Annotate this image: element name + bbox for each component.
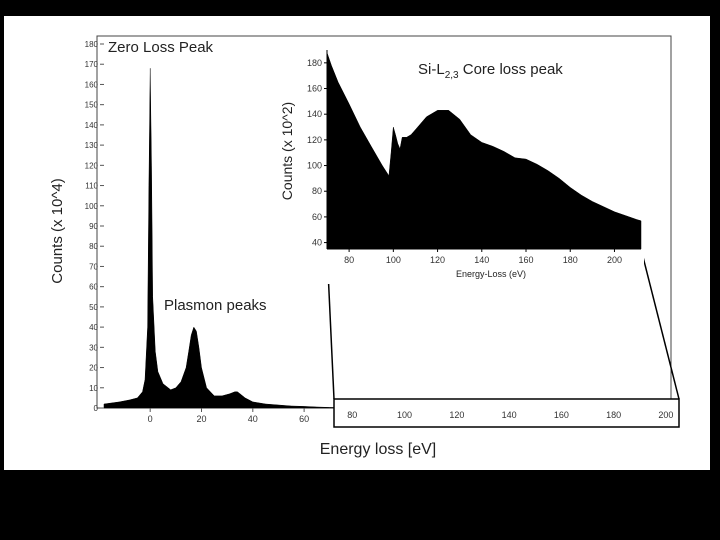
zoom-x-tick-label: 160: [554, 410, 569, 420]
zoom-x-tick-label: 180: [606, 410, 621, 420]
inset-y-axis-label: Counts (x 10^2): [279, 102, 295, 200]
plasmon-peaks-annotation: Plasmon peaks: [164, 297, 267, 314]
inset-spectrum-area: [326, 52, 642, 250]
main-y-tick-label: 30: [89, 343, 98, 352]
main-y-axis-label: Counts (x 10^4): [49, 178, 66, 283]
main-y-tick-label: 110: [85, 182, 98, 191]
main-x-axis-ticks: 0 20 40 60: [148, 408, 309, 424]
main-y-tick-label: 160: [85, 80, 99, 89]
main-y-tick-label: 100: [85, 202, 99, 211]
main-y-tick-label: 40: [89, 323, 98, 332]
zoom-axis-frame: [333, 398, 680, 428]
inset-x-tick-label: 140: [474, 255, 489, 265]
inset-y-tick-label: 120: [307, 135, 322, 145]
inset-x-axis-label: Energy-Loss (eV): [456, 269, 526, 279]
inset-y-tick-label: 140: [307, 109, 322, 119]
inset-x-tick-label: 180: [563, 255, 578, 265]
zoom-x-axis-ticks: 80 100 120 140 160 180 200: [347, 410, 673, 420]
zoom-x-tick-label: 200: [658, 410, 673, 420]
figure-panel: 0 10 20 30 40 50 60 70 80 90 100 110 120 130 140 150 160…: [4, 16, 710, 470]
main-x-axis-label: Energy loss [eV]: [320, 441, 437, 458]
zoom-connector-right: [640, 248, 680, 400]
main-y-tick-label: 80: [89, 242, 98, 251]
inset-y-tick-label: 40: [312, 238, 322, 248]
main-plot: 0 10 20 30 40 50 60 70 80 90 100 110 120 130 140 150 160…: [49, 35, 672, 458]
main-y-tick-label: 120: [85, 161, 99, 170]
zoom-axis-strip: 80 100 120 140 160 180 200: [333, 398, 680, 428]
inset-y-tick-label: 160: [307, 84, 322, 94]
inset-x-tick-label: 80: [344, 255, 354, 265]
main-y-tick-label: 10: [89, 384, 98, 393]
inset-x-tick-label: 100: [386, 255, 401, 265]
inset-y-tick-label: 100: [307, 161, 322, 171]
inset-y-tick-label: 80: [312, 186, 322, 196]
main-y-tick-label: 60: [89, 283, 98, 292]
main-y-tick-label: 20: [89, 364, 98, 373]
inset-x-tick-label: 160: [518, 255, 533, 265]
main-y-tick-label: 50: [89, 303, 98, 312]
main-y-tick-label: 140: [85, 121, 99, 130]
inset-title: Si-L2,3 Core loss peak: [418, 61, 563, 81]
main-x-tick-label: 40: [248, 414, 258, 424]
inset-x-axis-ticks: 80 100 120 140 160 180 200: [344, 249, 622, 265]
main-y-tick-label: 170: [85, 60, 99, 69]
zoom-x-tick-label: 80: [347, 410, 357, 420]
eels-spectrum-chart: 0 10 20 30 40 50 60 70 80 90 100 110 120 130 140 150 160…: [49, 35, 680, 458]
main-y-tick-label: 70: [89, 262, 98, 271]
inset-y-tick-label: 180: [307, 58, 322, 68]
main-x-tick-label: 20: [196, 414, 206, 424]
main-y-axis-ticks: 0 10 20 30 40 50 60 70 80 90 100 110 120 130 140 150 160…: [85, 40, 104, 413]
main-y-tick-label: 0: [94, 404, 99, 413]
inset-y-tick-label: 60: [312, 212, 322, 222]
main-y-tick-label: 130: [85, 141, 99, 150]
inset-plot: 40 60 80 100 120 140 160 180 80 100 120 140 160 180 2…: [274, 44, 644, 284]
main-x-tick-label: 0: [148, 414, 153, 424]
zoom-x-tick-label: 100: [397, 410, 412, 420]
zoom-x-tick-label: 120: [449, 410, 464, 420]
zoom-x-tick-label: 140: [502, 410, 517, 420]
zero-loss-peak-annotation: Zero Loss Peak: [108, 39, 214, 56]
main-y-tick-label: 180: [85, 40, 99, 49]
main-y-tick-label: 90: [89, 222, 98, 231]
main-y-tick-label: 150: [85, 101, 99, 110]
inset-x-tick-label: 200: [607, 255, 622, 265]
inset-y-axis-ticks: 40 60 80 100 120 140 160 180: [307, 58, 327, 248]
inset-x-tick-label: 120: [430, 255, 445, 265]
main-x-tick-label: 60: [299, 414, 309, 424]
main-spectrum-area: [103, 68, 343, 409]
